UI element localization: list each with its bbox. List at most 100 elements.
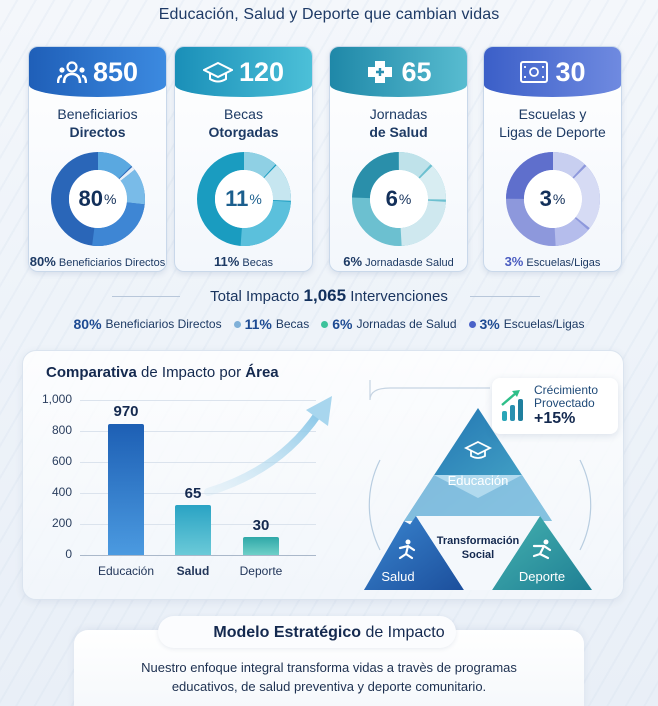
card-label: Becas Otorgadas — [175, 105, 312, 141]
bar-educacion — [108, 424, 144, 555]
graduation-cap-icon — [463, 440, 493, 459]
growth-line1: Crécimiento — [534, 383, 599, 397]
card-label-line1: Escuelas y — [518, 106, 587, 122]
card-footer: 3% Escuelas/Ligas — [484, 255, 621, 270]
bar-value: 30 — [252, 517, 270, 534]
footer-percent: 6% — [343, 254, 363, 269]
growth-value: +15% — [534, 410, 576, 427]
card-label-line2: de Salud — [369, 124, 428, 140]
bar-deporte — [243, 537, 279, 555]
pyramid-left-label: Salud — [381, 569, 414, 584]
card-value: 850 — [92, 56, 139, 87]
model-title-bold: Modelo Estratégico — [213, 624, 361, 641]
model-desc-line1: Nuestro enfoque integral transforma vida… — [141, 660, 517, 675]
model-title-rest: de Impacto — [365, 624, 445, 641]
card-label: Escuelas y Ligas de Deporte — [484, 105, 621, 141]
pyramid-diagram: Educación Transformación Social Salud De… — [364, 380, 592, 590]
legend-label: Jornadas de Salud — [356, 317, 457, 331]
sports-field-icon — [520, 61, 549, 83]
model-description: Nuestro enfoque integral transforma vida… — [0, 658, 658, 696]
card-value: 30 — [555, 56, 586, 87]
legend-label: Beneficiarios Directos — [105, 317, 222, 331]
legend-pct: 11% — [244, 316, 272, 332]
legend-item: 11% Becas — [233, 316, 310, 332]
total-value: 1,065 — [303, 286, 347, 305]
percent-sign: % — [552, 191, 566, 207]
people-icon — [56, 61, 87, 84]
pyramid-right-label: Deporte — [519, 569, 565, 584]
y-tick: 800 — [51, 423, 72, 437]
legend-dot-icon — [468, 320, 476, 328]
pyramid-center-line2: Social — [462, 549, 494, 561]
legend-pct: 3% — [479, 316, 500, 332]
footer-percent: 3% — [504, 254, 524, 269]
total-suffix: Intervenciones — [350, 288, 448, 305]
footer-label: Beneficiarios Directos — [58, 257, 166, 269]
legend-pct: 6% — [332, 316, 353, 332]
card-header: 30 — [484, 47, 621, 97]
legend-label: Escuelas/Ligas — [503, 317, 585, 331]
growth-arrow-icon — [204, 396, 332, 496]
chart-title: Comparativa de Impacto por Área — [46, 364, 279, 381]
y-tick: 1,000 — [41, 392, 72, 406]
runner-icon — [398, 539, 416, 560]
donut-percent: 3 — [539, 186, 552, 211]
card-footer: 80% Beneficiarios Directos — [29, 255, 166, 270]
y-tick: 400 — [51, 485, 72, 499]
card-footer: 11% Becas — [175, 255, 312, 270]
footer-percent: 80% — [29, 254, 56, 269]
card-label-line1: Beneficiarios — [57, 106, 138, 122]
donut-chart: 6% — [351, 151, 447, 247]
card-label-line2: Otorgadas — [208, 124, 279, 140]
bar-category: Salud — [176, 564, 210, 578]
card-header: 65 — [330, 47, 467, 97]
y-tick: 200 — [51, 516, 72, 530]
footer-label: Jornadasde Salud — [365, 257, 454, 269]
card-header: 120 — [175, 47, 312, 97]
card-label-line2: Ligas de Deporte — [499, 124, 606, 140]
card-label-line1: Becas — [224, 106, 263, 122]
bar-category: Deporte — [239, 564, 283, 578]
donut-percent: 6 — [385, 186, 398, 211]
card-label-line1: Jornadas — [369, 106, 428, 122]
donut-chart: 3% — [505, 151, 601, 247]
page-title: Educación, Salud y Deporte que cambian v… — [158, 6, 500, 23]
stat-cards: 850 Beneficiarios Directos 80% 80% Benef… — [28, 46, 622, 272]
card-beneficiarios: 850 Beneficiarios Directos 80% 80% Benef… — [28, 46, 167, 272]
card-deporte: 30 Escuelas y Ligas de Deporte 3% 3% Esc… — [483, 46, 622, 272]
growth-badge: Crécimiento Provectado +15% — [492, 378, 618, 434]
growth-text: Crécimiento Provectado +15% — [534, 384, 598, 428]
legend-item: 80% Beneficiarios Directos — [74, 316, 222, 332]
divider — [470, 296, 540, 297]
model-title: Modelo Estratégico de Impacto — [0, 624, 658, 642]
growth-chart-icon — [501, 390, 523, 421]
model-desc-line2: educativos, de salud preventiva y deport… — [171, 679, 487, 694]
growth-line2: Provectado — [534, 396, 595, 410]
bar-chart: 1,000 800 600 400 200 0 970 65 30 Educac… — [30, 390, 316, 590]
bar-salud — [175, 505, 211, 555]
y-tick: 600 — [51, 454, 72, 468]
legend-item: 3% Escuelas/Ligas — [468, 316, 585, 332]
medical-cross-icon — [368, 61, 393, 83]
total-impact: Total Impacto 1,065 Intervenciones — [0, 286, 658, 306]
card-becas: 120 Becas Otorgadas 11% 11% Becas — [174, 46, 313, 272]
pyramid-top-label: Educación — [448, 473, 509, 488]
footer-label: Escuelas/Ligas — [526, 257, 601, 269]
gridline — [80, 462, 316, 463]
chart-title-end: Área — [245, 364, 279, 381]
footer-label: Becas — [242, 257, 273, 269]
donut-percent: 80 — [78, 186, 104, 211]
legend: 80% Beneficiarios Directos 11% Becas 6% … — [0, 316, 658, 332]
gridline — [80, 431, 316, 432]
percent-sign: % — [249, 191, 262, 207]
gridline — [80, 493, 316, 494]
chart-title-bold: Comparativa — [46, 364, 137, 381]
x-axis — [80, 555, 316, 556]
card-footer: 6% Jornadasde Salud — [330, 255, 467, 270]
legend-label: Becas — [275, 317, 310, 331]
divider — [112, 296, 180, 297]
model-title-pill — [158, 616, 456, 648]
percent-sign: % — [398, 191, 412, 207]
sports-player-icon — [532, 539, 552, 560]
pyramid-center-line1: Transformación — [437, 535, 520, 547]
